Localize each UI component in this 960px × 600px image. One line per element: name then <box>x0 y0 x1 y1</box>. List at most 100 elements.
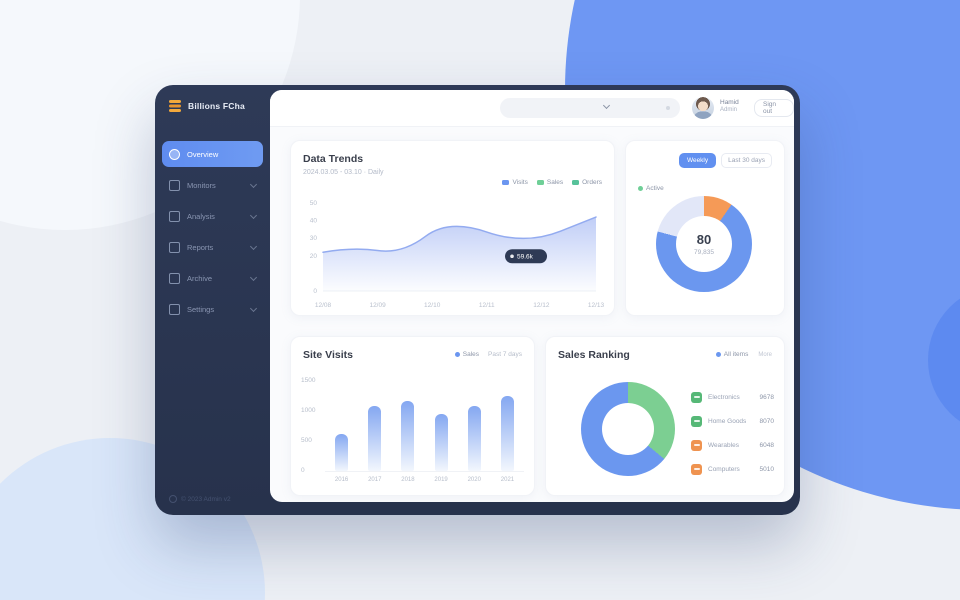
bar-x-label: 2018 <box>401 477 415 483</box>
ranking-value: 6048 <box>759 441 774 449</box>
filter-icon <box>715 352 721 357</box>
legend-label: Active <box>646 185 664 192</box>
donut-center: 80 79,835 <box>676 216 732 272</box>
ranking-label: Computers <box>708 465 740 473</box>
report-icon <box>169 241 180 253</box>
gauge-toggle: Weekly Last 30 days <box>638 153 772 168</box>
signout-button[interactable]: Sign out <box>754 99 794 117</box>
area-line <box>322 216 597 254</box>
legend-label: Sales <box>462 351 480 358</box>
chevron-down-icon <box>249 242 258 250</box>
category-icon <box>691 463 702 475</box>
more-link[interactable]: More <box>758 351 772 358</box>
bar-column <box>325 381 358 471</box>
settings-icon <box>169 303 180 315</box>
sidebar-menu: Overview Monitors Analysis Reports Archive Se… <box>155 141 270 322</box>
gauge-donut-chart: 80 79,835 <box>656 196 752 292</box>
donut-hole <box>602 403 654 455</box>
user-role: Admin <box>720 107 738 114</box>
weekly-button[interactable]: Weekly <box>678 153 717 168</box>
y-tick: 50 <box>310 200 318 207</box>
sidebar-item-label: Archive <box>187 273 213 283</box>
logo-text: Billions FCha <box>188 101 245 111</box>
bar-chart <box>325 381 524 472</box>
legend-label: Sales <box>546 179 564 186</box>
home-icon <box>169 148 180 160</box>
bar <box>335 433 349 471</box>
legend-item: Sales <box>454 351 480 358</box>
bar <box>401 401 415 471</box>
logo: Billions FCha <box>155 85 270 113</box>
card-trend: Data Trends 2024.03.05 - 03.10 · Daily V… <box>290 140 615 316</box>
top-header: Hamid Admin Sign out <box>270 90 794 126</box>
sidebar-item-settings[interactable]: Settings <box>162 296 263 322</box>
chevron-down-icon <box>249 273 258 281</box>
logo-stack-icon <box>169 100 181 112</box>
donut-center-sub: 79,835 <box>694 249 714 256</box>
gauge-legend: Active <box>638 185 664 192</box>
avatar[interactable] <box>692 97 714 119</box>
ranking-label: Wearables <box>708 441 739 449</box>
monitor-icon <box>169 179 180 191</box>
ranking-label: Electronics <box>708 393 740 401</box>
sidebar-item-label: Monitors <box>187 180 216 190</box>
bar <box>467 406 481 471</box>
bars-y-tick: 1500 <box>301 377 316 384</box>
bar-column <box>358 381 391 471</box>
area-chart: 50 40 30 20 0 12/08 12/09 12/10 12/11 12/12 12/13 5… <box>310 200 604 309</box>
bar <box>368 406 382 471</box>
legend-item: Orders <box>572 179 602 186</box>
legend-label: Orders <box>582 179 602 186</box>
sidebar-item-archive[interactable]: Archive <box>162 265 263 291</box>
bars-range-link[interactable]: Past 7 days <box>488 351 522 358</box>
card-gauge: Weekly Last 30 days Active 80 79,835 <box>625 140 785 316</box>
category-icon <box>691 439 702 451</box>
bar <box>500 396 514 471</box>
ranking-label: Home Goods <box>708 417 747 425</box>
bars-y-tick: 1000 <box>301 407 316 414</box>
legend-swatch <box>638 186 643 191</box>
x-tick: 12/13 <box>588 302 604 309</box>
chevron-down-icon <box>603 101 611 110</box>
y-tick: 20 <box>310 253 318 260</box>
sidebar-item-label: Overview <box>187 149 219 159</box>
trend-subtitle: 2024.03.05 - 03.10 · Daily <box>303 169 384 176</box>
bars-y-tick: 0 <box>301 467 305 474</box>
legend-item: Sales <box>536 179 564 186</box>
bar-column <box>425 381 458 471</box>
ranking-row: Home Goods 8070 <box>691 409 774 433</box>
filter-label: All items <box>723 351 749 358</box>
x-tick: 12/12 <box>533 302 550 309</box>
chart-icon <box>169 210 180 222</box>
trend-title: Data Trends <box>303 153 364 165</box>
search-input[interactable] <box>500 98 680 118</box>
user-name: Hamid <box>720 99 739 106</box>
bar-x-label: 2017 <box>368 477 382 483</box>
y-tick: 0 <box>313 288 317 295</box>
sidebar-item-reports[interactable]: Reports <box>162 234 263 260</box>
legend-swatch <box>572 180 580 185</box>
ranking-row: Computers 5010 <box>691 457 774 481</box>
chevron-down-icon <box>249 304 258 312</box>
sidebar-item-label: Analysis <box>187 211 215 221</box>
sidebar-footer-text: © 2023 Admin v2 <box>181 495 231 503</box>
sidebar-item-monitors[interactable]: Monitors <box>162 172 263 198</box>
ranking-controls: All items More <box>715 351 772 358</box>
bar-column <box>391 381 424 471</box>
x-tick: 12/11 <box>479 302 495 309</box>
sidebar-item-analysis[interactable]: Analysis <box>162 203 263 229</box>
user-meta: Hamid Admin <box>720 99 739 115</box>
sidebar-item-label: Reports <box>187 242 214 252</box>
ranking-filter[interactable]: All items <box>715 351 749 358</box>
copyright-icon <box>169 495 177 503</box>
legend-item: Visits <box>502 179 528 186</box>
bar-column <box>491 381 524 471</box>
sidebar-footer: © 2023 Admin v2 <box>169 495 231 503</box>
x-tick: 12/10 <box>424 302 441 309</box>
sidebar: Billions FCha Overview Monitors Analysis Re… <box>155 85 270 515</box>
legend-swatch <box>502 180 510 185</box>
bar <box>434 414 448 471</box>
bar-x-label: 2020 <box>467 477 481 483</box>
range-button[interactable]: Last 30 days <box>721 153 772 168</box>
sidebar-item-overview[interactable]: Overview <box>162 141 263 167</box>
